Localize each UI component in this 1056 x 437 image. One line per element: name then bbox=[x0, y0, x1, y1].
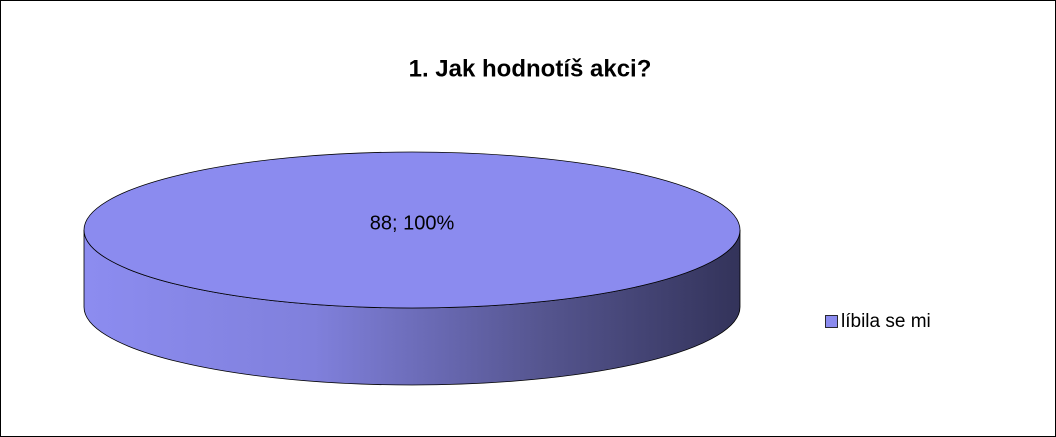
legend-swatch bbox=[825, 315, 838, 328]
legend-label: líbila se mi bbox=[841, 311, 931, 332]
pie-slice bbox=[83, 151, 741, 309]
data-label: 88; 100% bbox=[370, 212, 455, 234]
chart-title: 1. Jak hodnotíš akci? bbox=[409, 55, 652, 82]
